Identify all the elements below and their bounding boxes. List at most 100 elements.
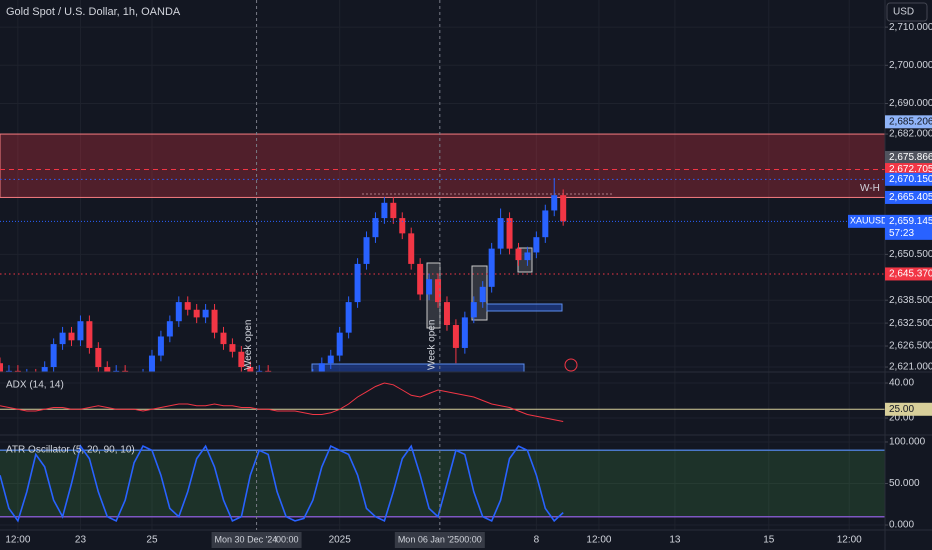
marker-note: Week open bbox=[426, 320, 437, 370]
candle-body bbox=[506, 218, 513, 249]
candle-body bbox=[238, 351, 245, 368]
x-tick-label: 12:00 bbox=[837, 535, 862, 546]
candle-body bbox=[390, 202, 397, 219]
x-tick-label: 8 bbox=[534, 535, 540, 546]
candle-body bbox=[408, 233, 415, 264]
countdown: 57:23 bbox=[889, 228, 914, 239]
candle-body bbox=[265, 370, 272, 372]
candle-body bbox=[77, 321, 84, 341]
marker-label-bg bbox=[394, 532, 485, 548]
candle-body bbox=[318, 363, 325, 372]
candle-body bbox=[381, 202, 388, 219]
candle-body bbox=[166, 321, 173, 337]
price-label: 2,670.150 bbox=[889, 174, 932, 185]
candle-body bbox=[104, 367, 111, 372]
x-tick-label: 15 bbox=[763, 535, 775, 546]
candle-body bbox=[327, 355, 334, 364]
candle-body bbox=[193, 309, 200, 318]
marker-date: Mon 30 Dec '24 bbox=[215, 534, 278, 544]
y-tick-label: 40.00 bbox=[889, 378, 914, 389]
price-label-bg bbox=[885, 150, 932, 164]
symbol-label-bg bbox=[848, 214, 885, 228]
candle-body bbox=[515, 248, 522, 261]
candle-body bbox=[345, 302, 352, 333]
x-tick-label: 2025 bbox=[329, 535, 352, 546]
marker-note: Week open bbox=[243, 320, 254, 370]
price-label-bg bbox=[885, 267, 932, 281]
marker-date: Mon 06 Jan '25 bbox=[398, 534, 459, 544]
candle-body bbox=[113, 370, 120, 372]
candle-body bbox=[524, 252, 531, 261]
candle-body bbox=[50, 344, 57, 368]
candle-body bbox=[202, 309, 209, 318]
x-tick-label: 12:00 bbox=[586, 535, 611, 546]
candle-body bbox=[157, 336, 164, 356]
price-label-bg bbox=[885, 115, 932, 129]
alert-icon[interactable] bbox=[564, 358, 578, 372]
marker-time: 00:00 bbox=[459, 534, 482, 544]
marker-time: 00:00 bbox=[276, 534, 299, 544]
price-label: 2,665.405 bbox=[889, 192, 932, 203]
x-tick-label: 12:00 bbox=[5, 535, 30, 546]
y-tick-label: 2,690.000 bbox=[889, 98, 932, 109]
band-fill bbox=[0, 450, 885, 517]
x-tick-label: 13 bbox=[669, 535, 681, 546]
price-label-bg bbox=[885, 163, 932, 177]
price-label-bg bbox=[885, 172, 932, 186]
y-tick-label: 2,621.000 bbox=[889, 362, 932, 373]
candle-body bbox=[497, 218, 504, 249]
adx-pane bbox=[0, 382, 885, 422]
candle-body bbox=[336, 332, 343, 356]
candle-body bbox=[41, 367, 48, 372]
y-tick-label: 2,632.500 bbox=[889, 318, 932, 329]
candle-body bbox=[247, 367, 254, 372]
candle-body bbox=[5, 370, 12, 372]
price-label: 2,672.705 bbox=[889, 164, 932, 175]
indicator-title: ADX (14, 14) bbox=[6, 380, 64, 391]
y-tick-label: 50.000 bbox=[889, 478, 920, 489]
candle-body bbox=[95, 347, 102, 368]
last-price-bg bbox=[885, 214, 932, 240]
atr-pane bbox=[0, 444, 885, 523]
level-label: 25.00 bbox=[889, 404, 914, 415]
price-label-bg bbox=[885, 190, 932, 204]
price-label: 2,645.370 bbox=[889, 269, 932, 280]
candle-body bbox=[122, 370, 129, 372]
candle-body bbox=[86, 321, 93, 348]
candle-body bbox=[363, 237, 370, 264]
chart-title: Gold Spot / U.S. Dollar, 1h, OANDA bbox=[6, 6, 181, 18]
candle-body bbox=[461, 317, 468, 348]
marker-label-bg bbox=[211, 532, 302, 548]
candle-body bbox=[354, 263, 361, 303]
candle-body bbox=[211, 309, 218, 333]
y-tick-label: 2,700.000 bbox=[889, 60, 932, 71]
candle-body bbox=[372, 218, 379, 238]
candle-body bbox=[0, 363, 3, 372]
candle-body bbox=[426, 279, 433, 295]
candle-body bbox=[479, 286, 486, 303]
candle-body bbox=[560, 195, 567, 222]
candle-body bbox=[417, 263, 424, 295]
currency: USD bbox=[893, 7, 914, 18]
candle-body bbox=[488, 248, 495, 287]
candle-body bbox=[256, 370, 263, 372]
candle-body bbox=[148, 355, 155, 372]
candle-body bbox=[470, 302, 477, 318]
x-tick-label: 25 bbox=[146, 535, 158, 546]
drawing-box bbox=[486, 303, 563, 312]
candle-body bbox=[184, 302, 191, 310]
y-tick-label: 0.000 bbox=[889, 520, 914, 531]
currency-button[interactable] bbox=[886, 2, 928, 22]
candle-body bbox=[14, 370, 21, 372]
candle-body bbox=[443, 302, 450, 326]
candle-body bbox=[229, 344, 236, 352]
y-tick-label: 100.000 bbox=[889, 437, 926, 448]
candle-body bbox=[175, 302, 182, 322]
candle-body bbox=[435, 279, 442, 303]
zone-label: W-H bbox=[860, 183, 880, 194]
price-label: 2,675.866 bbox=[889, 152, 932, 163]
y-tick-label: 2,682.000 bbox=[889, 129, 932, 140]
x-tick-label: 23 bbox=[75, 535, 87, 546]
